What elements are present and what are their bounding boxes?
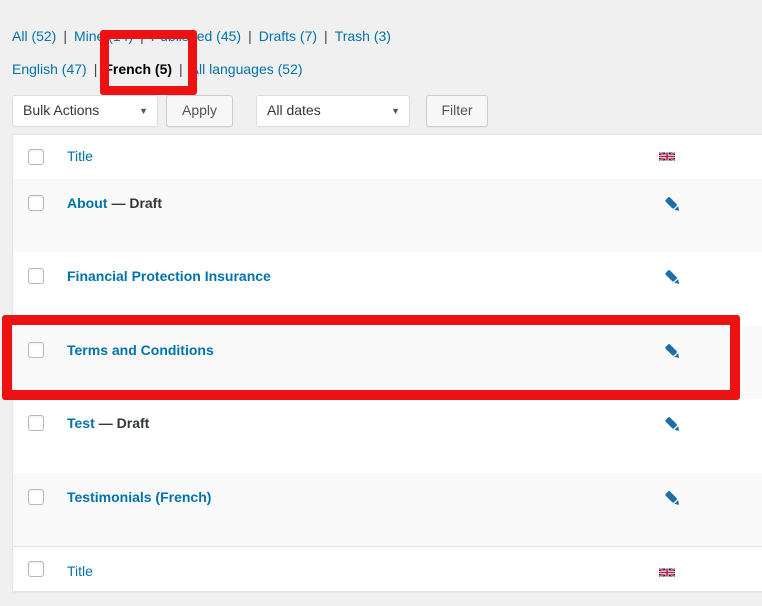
chevron-down-icon: ▼	[391, 106, 400, 116]
separator: |	[324, 28, 328, 44]
bulk-actions-value: Bulk Actions	[23, 102, 100, 118]
pages-list-table: Title About — Draft Financial Protection …	[12, 134, 762, 592]
edit-pencil-icon[interactable]	[663, 415, 683, 435]
edit-pencil-icon[interactable]	[663, 342, 683, 362]
edit-pencil-icon[interactable]	[663, 195, 683, 215]
row-checkbox[interactable]	[28, 341, 44, 358]
table-row-about: About — Draft	[13, 179, 762, 253]
table-row-testimonials-french: Testimonials (French)	[13, 472, 762, 546]
post-state-label: — Draft	[111, 195, 162, 211]
uk-flag-icon	[658, 565, 676, 581]
table-footer-row: Title	[13, 545, 762, 591]
filter-button[interactable]: Filter	[426, 95, 488, 127]
dates-filter-value: All dates	[267, 102, 321, 118]
table-row-test: Test — Draft	[13, 399, 762, 473]
page-title-link[interactable]: About	[67, 195, 108, 211]
separator: |	[248, 28, 252, 44]
separator: |	[63, 28, 67, 44]
uk-flag-icon	[658, 149, 676, 165]
language-filter-bar: English (47) | French (5) | All languages (5…	[12, 59, 303, 79]
select-all-checkbox[interactable]	[28, 560, 44, 577]
row-checkbox[interactable]	[28, 488, 44, 505]
table-header-row: Title	[13, 135, 762, 180]
status-filter-bar: All (52) | Mine (14) | Published (45) | Drafts…	[12, 26, 391, 46]
edit-pencil-icon[interactable]	[663, 268, 683, 288]
row-checkbox[interactable]	[28, 268, 44, 285]
filter-trash[interactable]: Trash (3)	[334, 28, 391, 44]
dates-filter-select[interactable]: All dates ▼	[256, 95, 410, 127]
page-title-link[interactable]: Financial Protection Insurance	[67, 268, 271, 285]
filter-mine[interactable]: Mine (14)	[74, 28, 134, 44]
select-all-checkbox[interactable]	[28, 149, 44, 165]
post-state-label: — Draft	[98, 415, 150, 432]
column-header-title[interactable]: Title	[67, 148, 93, 164]
filter-lang-english[interactable]: English (47)	[12, 61, 87, 77]
page-title-link[interactable]: Terms and Conditions	[67, 341, 214, 358]
edit-pencil-icon[interactable]	[663, 489, 683, 509]
row-checkbox[interactable]	[28, 195, 44, 211]
row-checkbox[interactable]	[28, 415, 44, 432]
page-title-link[interactable]: Test	[67, 415, 95, 432]
filter-lang-all[interactable]: All languages (52)	[189, 61, 303, 77]
separator: |	[179, 61, 183, 77]
table-row-terms-and-conditions: Terms and Conditions	[13, 325, 762, 400]
table-row-financial-protection-insurance: Financial Protection Insurance	[13, 252, 762, 326]
filter-all[interactable]: All (52)	[12, 28, 57, 44]
filter-drafts[interactable]: Drafts (7)	[258, 28, 318, 44]
page-title-link[interactable]: Testimonials (French)	[67, 488, 212, 505]
table-body: About — Draft Financial Protection Insura…	[13, 179, 762, 546]
filter-lang-french-current[interactable]: French (5)	[104, 61, 173, 77]
apply-button[interactable]: Apply	[166, 95, 233, 127]
filter-published[interactable]: Published (45)	[150, 28, 242, 44]
column-footer-title[interactable]: Title	[67, 562, 93, 579]
chevron-down-icon: ▼	[139, 106, 148, 116]
separator: |	[93, 61, 98, 77]
bulk-actions-select[interactable]: Bulk Actions ▼	[12, 95, 158, 127]
separator: |	[140, 28, 144, 44]
